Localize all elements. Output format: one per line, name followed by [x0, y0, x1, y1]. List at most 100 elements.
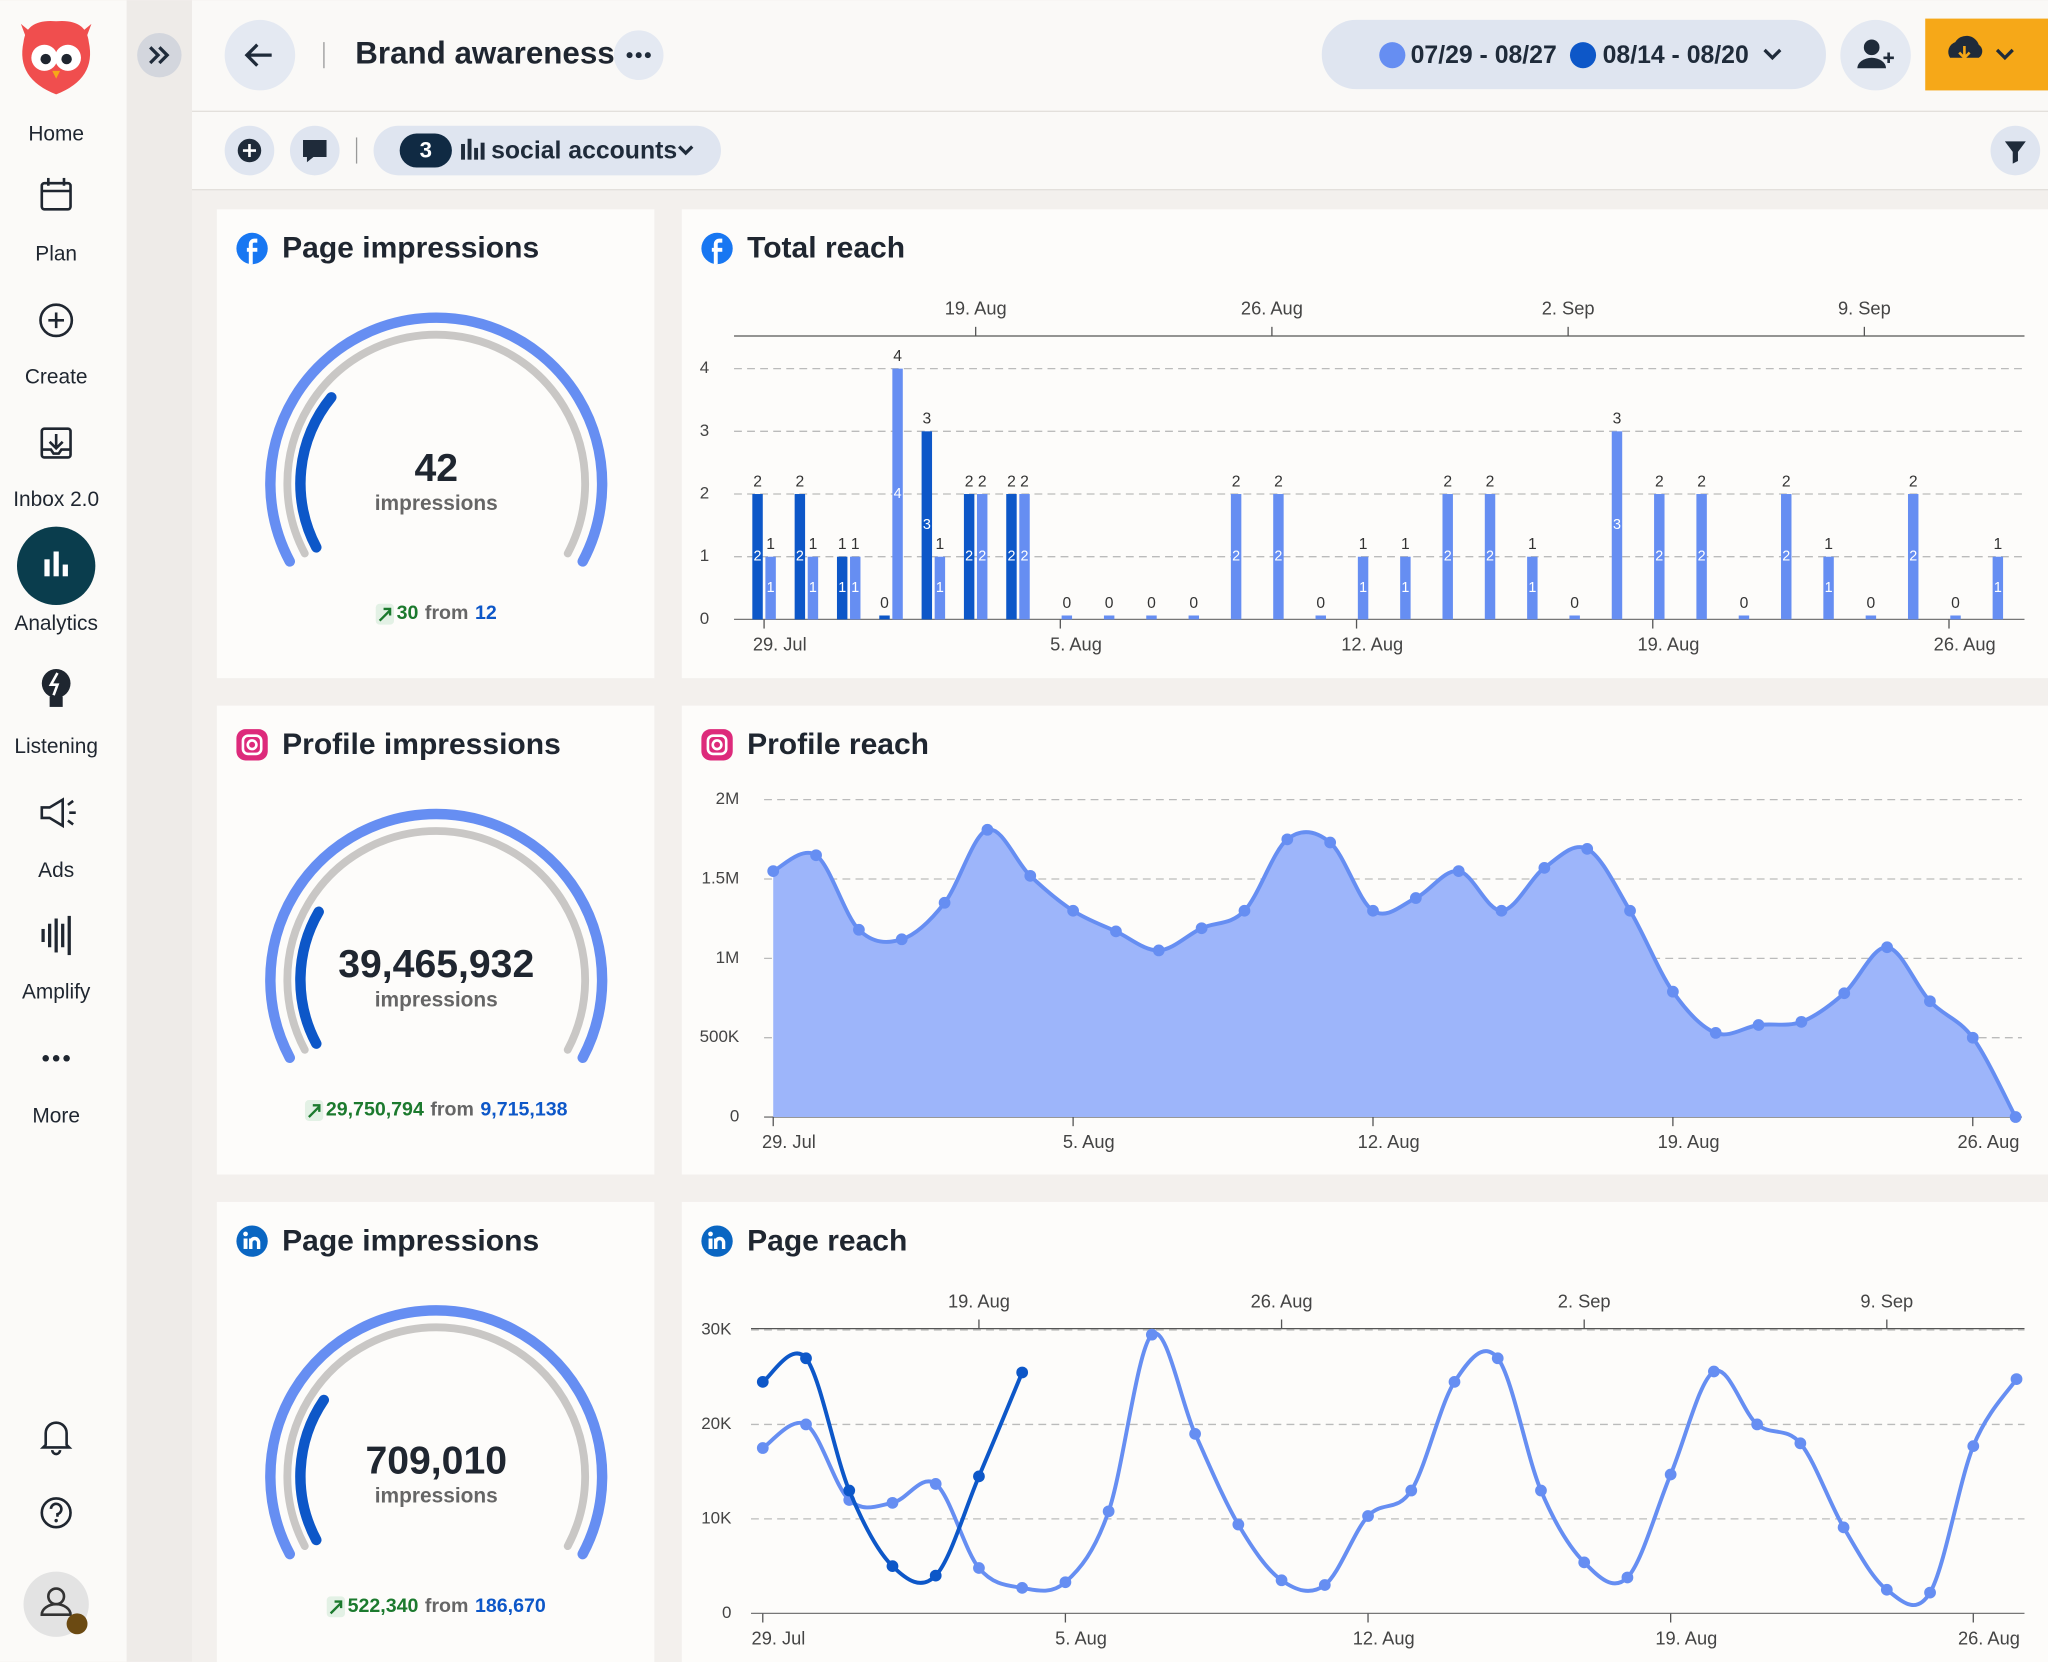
point [1664, 1468, 1677, 1481]
share-icon [1857, 39, 1894, 69]
top-x-tick-label: 2. Sep [1542, 298, 1595, 319]
bar [765, 556, 776, 620]
point [1538, 862, 1551, 874]
nav-label[interactable]: Home [28, 122, 84, 145]
point [853, 923, 865, 936]
point [800, 1352, 812, 1365]
point [810, 849, 822, 862]
point [1624, 904, 1636, 917]
gauge-previous [295, 1394, 330, 1546]
top-x-tick-label: 9. Sep [1860, 1290, 1913, 1311]
bar [1569, 615, 1580, 620]
bar-inner-label: 2 [1444, 549, 1452, 565]
y-tick-label: 1 [700, 546, 709, 565]
share-button[interactable] [1840, 19, 1911, 91]
gauge-track [283, 330, 590, 558]
nav-label[interactable]: More [32, 1105, 80, 1128]
point [1195, 922, 1208, 935]
page-title: Brand awareness [355, 35, 614, 70]
gauge-value: 709,010 [365, 1440, 507, 1483]
y-tick-label: 0 [730, 1107, 739, 1126]
x-tick-label: 19. Aug [1658, 1131, 1720, 1152]
data-label: 2 [1020, 473, 1029, 490]
data-label: 1 [766, 536, 775, 553]
nav-label[interactable]: Amplify [22, 980, 91, 1003]
card [681, 1201, 2048, 1662]
data-label: 0 [1105, 595, 1114, 612]
gauge-change-part: 30 [397, 602, 419, 624]
accounts-filter[interactable] [373, 125, 721, 176]
point [1881, 941, 1893, 954]
nav-label[interactable]: Analytics [14, 612, 98, 635]
card-title: Profile impressions [282, 728, 561, 761]
data-label: 3 [1613, 411, 1622, 428]
x-tick-label: 19. Aug [1655, 1627, 1717, 1648]
expand-icon [149, 46, 170, 65]
card-title: Profile reach [747, 728, 929, 761]
point [1838, 987, 1851, 1000]
date-range: 08/14 - 08/20 [1603, 42, 1749, 69]
gauge-change-part: 186,670 [475, 1595, 546, 1617]
profile-avatar[interactable] [23, 1571, 89, 1637]
notifications-icon[interactable] [39, 1421, 73, 1456]
gauge-change-part: 9,715,138 [480, 1099, 567, 1121]
x-tick-label: 26. Aug [1958, 1627, 2020, 1648]
point [1281, 833, 1294, 846]
point [1708, 1365, 1720, 1378]
gauge-change-part: 29,750,794 [326, 1099, 424, 1121]
nav-label[interactable]: Listening [14, 735, 98, 758]
bar [752, 494, 763, 620]
gauge-unit: impressions [375, 492, 498, 515]
bar [1907, 494, 1919, 620]
more-icon [42, 1055, 70, 1062]
bar-inner-label: 2 [754, 549, 762, 565]
data-label: 2 [1443, 473, 1452, 490]
bar-inner-label: 1 [936, 580, 944, 596]
data-label: 2 [1697, 473, 1706, 490]
bar-inner-label: 2 [1021, 549, 1029, 565]
bar [921, 431, 933, 620]
bar-inner-label: 1 [851, 580, 859, 596]
top-x-tick-label: 19. Aug [948, 1290, 1010, 1311]
bar-inner-label: 1 [1359, 580, 1367, 596]
logo[interactable] [20, 20, 92, 95]
platform-icon [243, 1231, 248, 1237]
x-tick-label: 29. Jul [753, 633, 807, 654]
bar [836, 556, 848, 620]
bar [794, 494, 806, 620]
point [973, 1562, 985, 1574]
bar [1188, 615, 1200, 620]
point [756, 1376, 769, 1388]
bar [1103, 615, 1115, 620]
point [767, 865, 780, 877]
nav-label[interactable]: Ads [38, 859, 74, 882]
nav-label[interactable]: Plan [35, 243, 77, 266]
gauge-previous [295, 392, 337, 553]
data-label: 3 [922, 411, 931, 428]
gauge-change-part: 12 [475, 602, 497, 624]
nav-label[interactable]: Create [25, 365, 88, 388]
point [1318, 1579, 1331, 1591]
help-icon[interactable] [40, 1497, 72, 1529]
data-label: 2 [753, 473, 762, 490]
platform-icon [246, 238, 258, 265]
change-icon [378, 607, 392, 622]
data-label: 2 [965, 473, 974, 490]
bar [1950, 615, 1961, 620]
x-tick-label: 5. Aug [1055, 1627, 1107, 1648]
top-x-tick-label: 26. Aug [1241, 298, 1303, 319]
data-label: 2 [796, 473, 805, 490]
x-tick-label: 29. Jul [762, 1131, 816, 1152]
point [1238, 904, 1251, 917]
platform-icon [241, 734, 263, 756]
nav-label[interactable]: Inbox 2.0 [13, 488, 99, 511]
sidebar-strip [126, 0, 192, 1662]
bar [1400, 556, 1411, 620]
download-button[interactable] [1925, 18, 2048, 91]
point [1405, 1484, 1418, 1497]
bar-inner-label: 2 [1274, 549, 1282, 565]
data-label: 4 [893, 348, 902, 365]
area [773, 829, 2016, 1118]
top-x-tick-label: 19. Aug [945, 298, 1007, 319]
